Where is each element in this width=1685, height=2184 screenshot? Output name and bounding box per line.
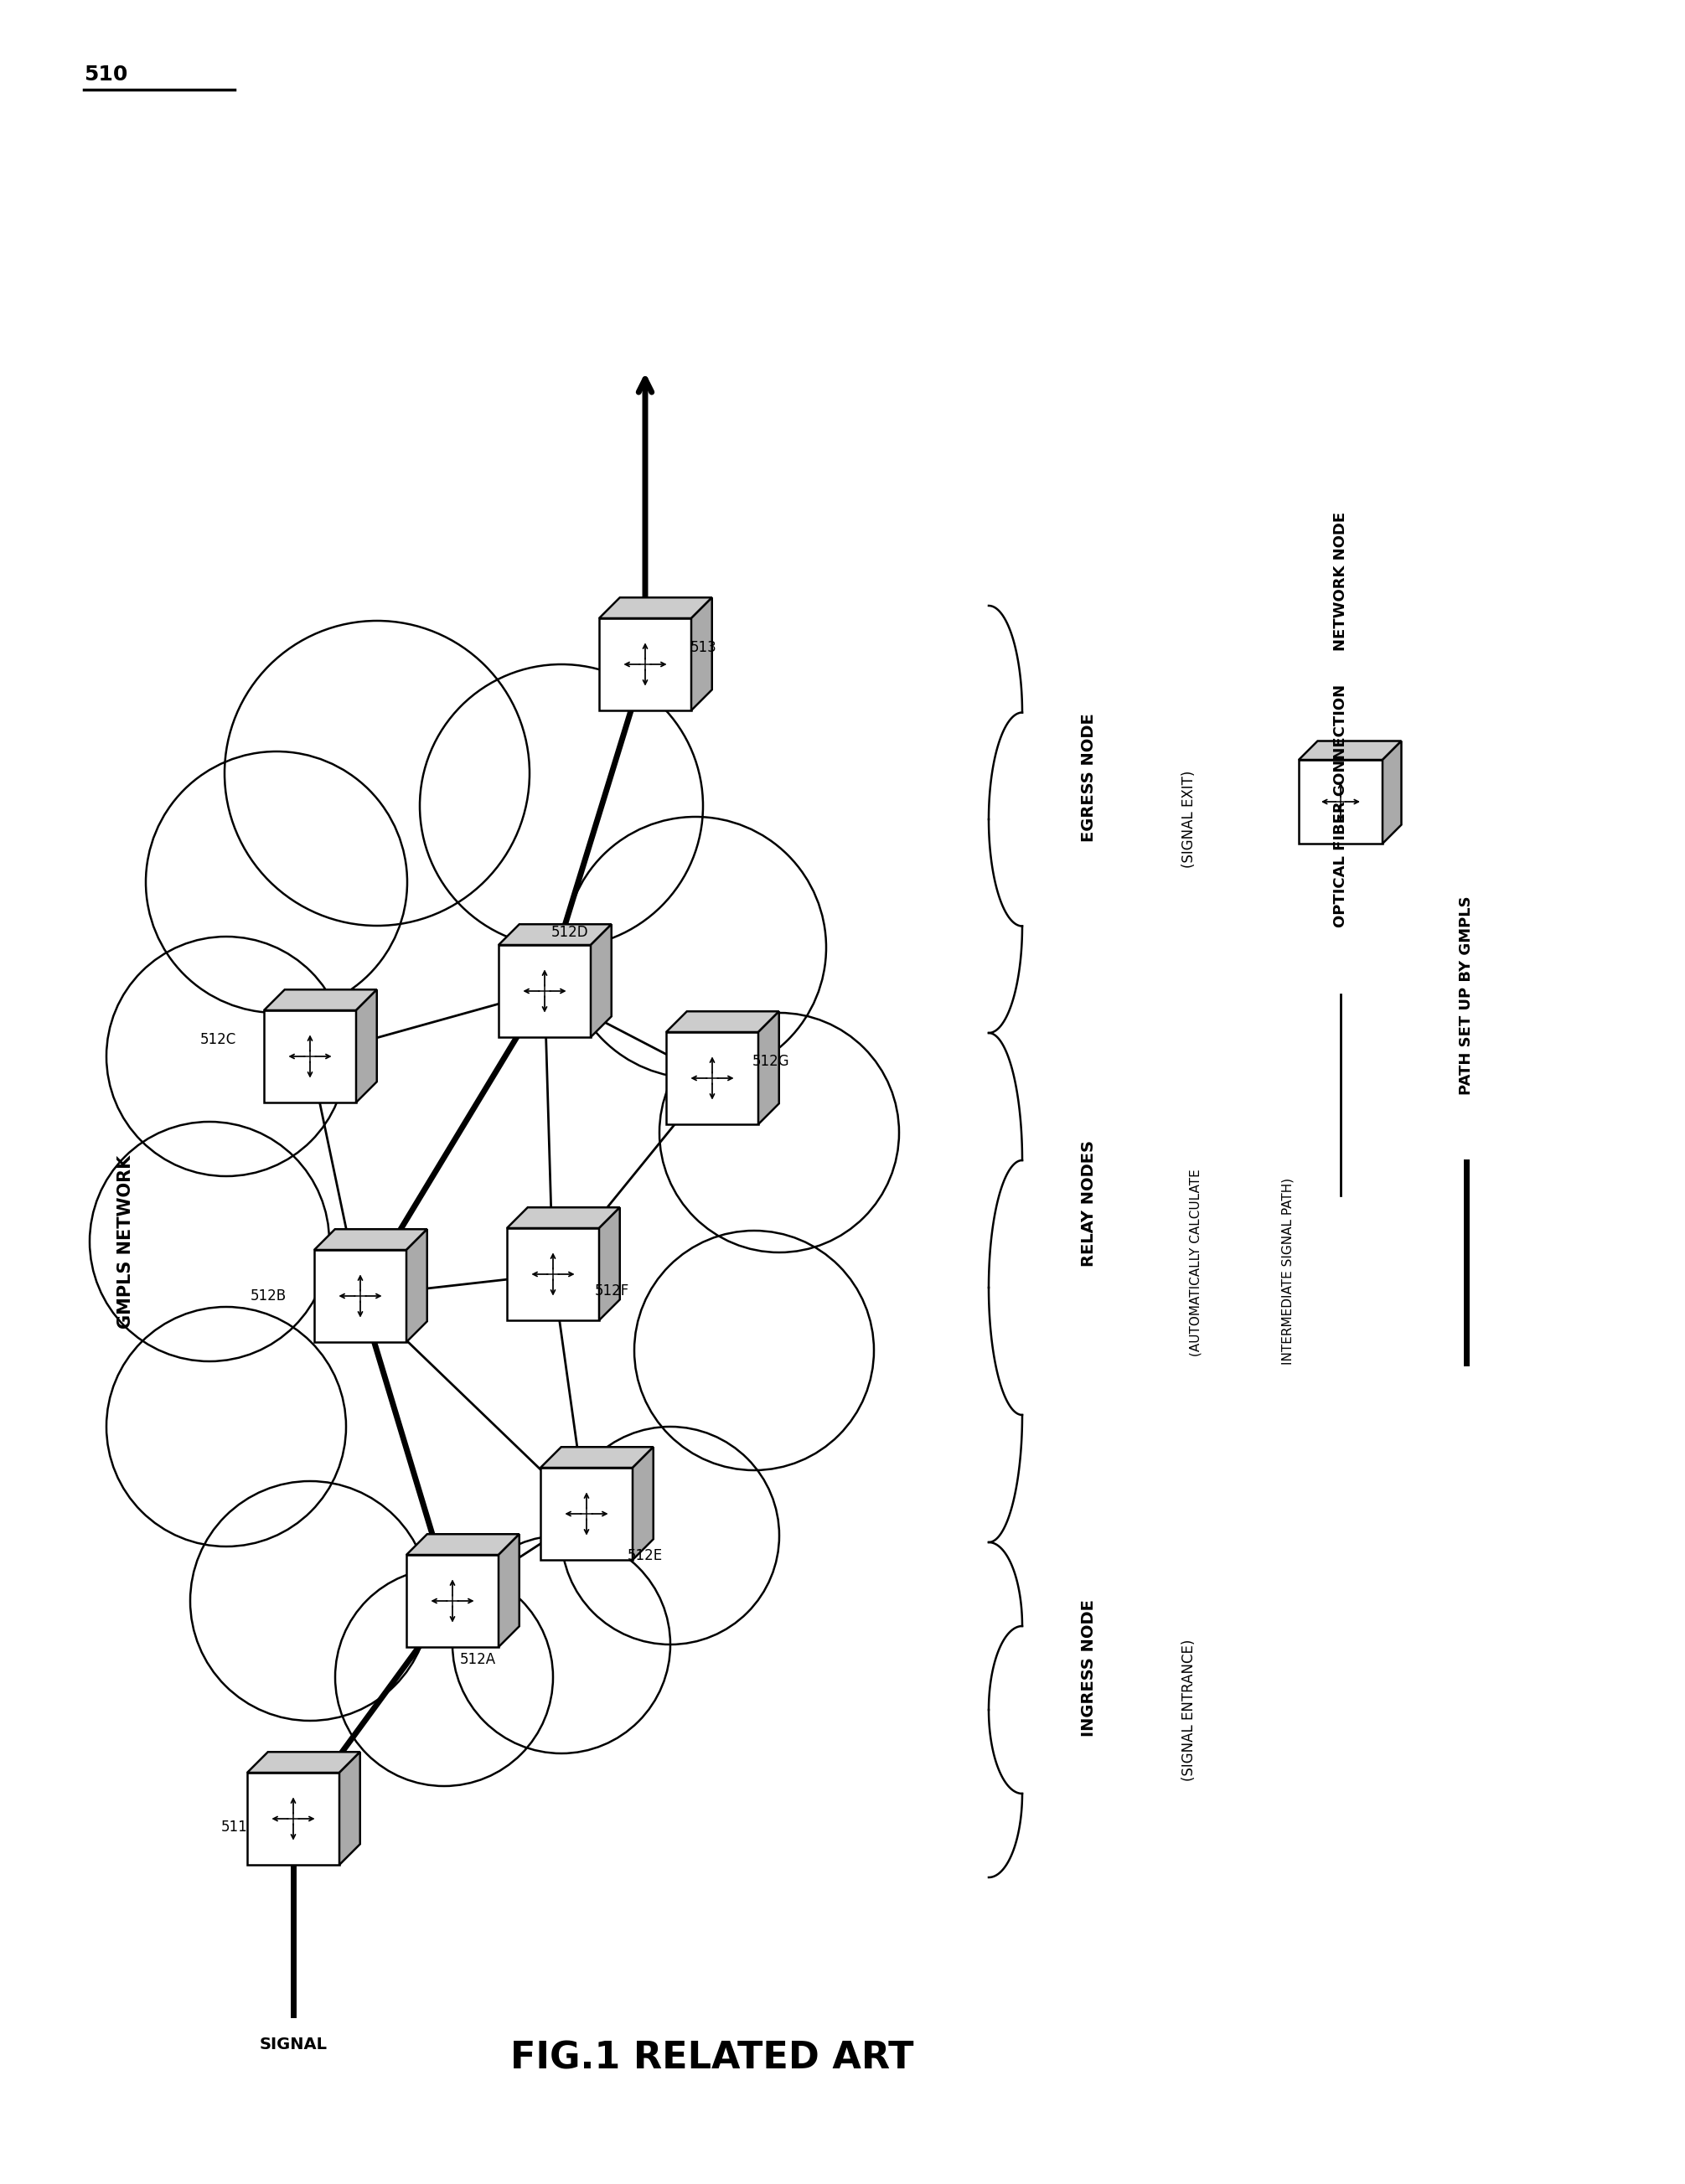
Polygon shape bbox=[1382, 740, 1402, 843]
Text: (SIGNAL EXIT): (SIGNAL EXIT) bbox=[1181, 771, 1196, 867]
Text: PATH SET UP BY GMPLS: PATH SET UP BY GMPLS bbox=[1459, 895, 1474, 1094]
Text: RELAY NODES: RELAY NODES bbox=[1080, 1140, 1097, 1267]
Polygon shape bbox=[499, 1533, 519, 1647]
Polygon shape bbox=[591, 924, 612, 1037]
Text: 512D: 512D bbox=[551, 924, 588, 939]
Text: INGRESS NODE: INGRESS NODE bbox=[1080, 1599, 1097, 1736]
Text: EGRESS NODE: EGRESS NODE bbox=[1080, 712, 1097, 841]
Polygon shape bbox=[499, 946, 591, 1037]
Text: 512E: 512E bbox=[627, 1548, 662, 1564]
Polygon shape bbox=[541, 1468, 632, 1559]
Polygon shape bbox=[248, 1773, 339, 1865]
Text: 512C: 512C bbox=[201, 1033, 236, 1046]
Polygon shape bbox=[313, 1230, 426, 1249]
Text: 513: 513 bbox=[691, 640, 718, 655]
Text: 512F: 512F bbox=[595, 1284, 629, 1299]
Text: INTERMEDIATE SIGNAL PATH): INTERMEDIATE SIGNAL PATH) bbox=[1282, 1177, 1294, 1365]
Polygon shape bbox=[666, 1033, 758, 1125]
Polygon shape bbox=[406, 1533, 519, 1555]
Polygon shape bbox=[406, 1230, 426, 1341]
Polygon shape bbox=[600, 598, 713, 618]
Text: (AUTOMATICALLY CALCULATE: (AUTOMATICALLY CALCULATE bbox=[1190, 1168, 1203, 1356]
Polygon shape bbox=[758, 1011, 778, 1125]
Polygon shape bbox=[507, 1208, 620, 1227]
Polygon shape bbox=[499, 924, 612, 946]
Polygon shape bbox=[265, 989, 377, 1011]
Text: 511: 511 bbox=[221, 1819, 248, 1835]
Polygon shape bbox=[248, 1752, 361, 1773]
Polygon shape bbox=[265, 1011, 356, 1103]
Polygon shape bbox=[356, 989, 377, 1103]
Text: (SIGNAL ENTRANCE): (SIGNAL ENTRANCE) bbox=[1181, 1638, 1196, 1780]
Text: 512G: 512G bbox=[752, 1055, 790, 1068]
Polygon shape bbox=[313, 1249, 406, 1341]
Text: FIG.1 RELATED ART: FIG.1 RELATED ART bbox=[511, 2040, 913, 2077]
Polygon shape bbox=[406, 1555, 499, 1647]
Polygon shape bbox=[600, 618, 691, 710]
Polygon shape bbox=[541, 1448, 654, 1468]
Polygon shape bbox=[339, 1752, 361, 1865]
Text: OPTICAL FIBER CONNECTION: OPTICAL FIBER CONNECTION bbox=[1333, 684, 1348, 928]
Polygon shape bbox=[666, 1011, 778, 1033]
Polygon shape bbox=[600, 1208, 620, 1321]
Text: 512A: 512A bbox=[460, 1651, 495, 1666]
Polygon shape bbox=[507, 1227, 600, 1321]
Polygon shape bbox=[1299, 740, 1402, 760]
Text: SIGNAL: SIGNAL bbox=[259, 2038, 327, 2053]
Text: 512B: 512B bbox=[249, 1289, 286, 1304]
Polygon shape bbox=[1299, 760, 1382, 843]
Text: GMPLS NETWORK: GMPLS NETWORK bbox=[118, 1155, 135, 1328]
Polygon shape bbox=[632, 1448, 654, 1559]
Text: 510: 510 bbox=[84, 66, 128, 85]
Polygon shape bbox=[691, 598, 713, 710]
Text: NETWORK NODE: NETWORK NODE bbox=[1333, 511, 1348, 651]
